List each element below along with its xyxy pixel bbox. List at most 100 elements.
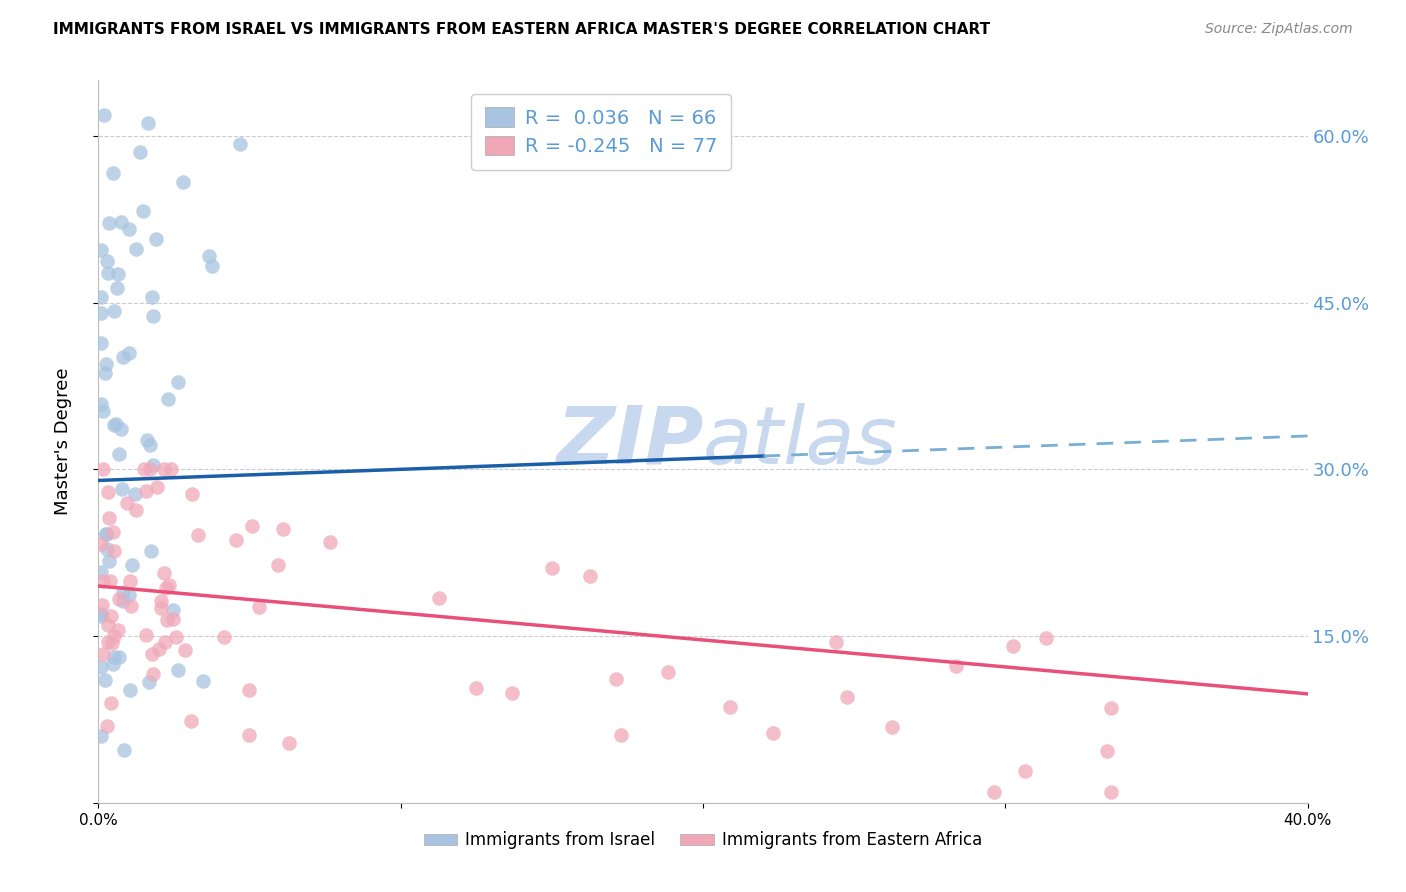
- Point: [427, 591, 450, 605]
- Point: [94, 673, 117, 687]
- Text: IMMIGRANTS FROM ISRAEL VS IMMIGRANTS FROM EASTERN AFRICA MASTER'S DEGREE CORRELA: IMMIGRANTS FROM ISRAEL VS IMMIGRANTS FRO…: [53, 22, 991, 37]
- Point: [238, 683, 260, 698]
- Point: [201, 260, 224, 274]
- Point: [103, 629, 125, 643]
- Point: [107, 650, 129, 665]
- Point: [191, 673, 214, 688]
- Point: [107, 623, 129, 637]
- Point: [761, 725, 783, 739]
- Point: [111, 593, 134, 607]
- Point: [238, 728, 260, 742]
- Point: [118, 574, 141, 588]
- Point: [1095, 744, 1118, 758]
- Point: [540, 561, 562, 575]
- Point: [125, 503, 148, 517]
- Point: [1002, 639, 1025, 653]
- Point: [165, 630, 187, 644]
- Point: [90, 290, 112, 304]
- Point: [136, 433, 159, 447]
- Point: [91, 403, 114, 417]
- Point: [172, 175, 194, 189]
- Point: [117, 496, 139, 510]
- Point: [605, 672, 627, 686]
- Point: [271, 522, 294, 536]
- Point: [464, 681, 486, 696]
- Point: [118, 346, 141, 360]
- Point: [835, 690, 858, 705]
- Point: [318, 534, 340, 549]
- Point: [501, 686, 523, 700]
- Point: [167, 663, 190, 677]
- Point: [112, 743, 135, 757]
- Point: [142, 458, 165, 472]
- Point: [159, 462, 181, 476]
- Point: [90, 306, 112, 320]
- Point: [108, 447, 131, 461]
- Point: [97, 634, 120, 648]
- Point: [173, 642, 195, 657]
- Point: [145, 232, 167, 246]
- Point: [187, 528, 209, 542]
- Point: [150, 594, 173, 608]
- Point: [97, 216, 120, 230]
- Point: [882, 720, 904, 734]
- Point: [278, 736, 301, 750]
- Point: [100, 609, 122, 624]
- Point: [145, 480, 167, 494]
- Point: [90, 336, 112, 351]
- Point: [156, 392, 179, 406]
- Text: atlas: atlas: [703, 402, 898, 481]
- Point: [110, 422, 132, 436]
- Point: [103, 304, 125, 318]
- Point: [162, 612, 184, 626]
- Point: [125, 242, 148, 256]
- Y-axis label: Master's Degree: Master's Degree: [53, 368, 72, 516]
- Point: [945, 659, 967, 673]
- Point: [90, 397, 112, 411]
- Point: [180, 714, 202, 729]
- Text: Source: ZipAtlas.com: Source: ZipAtlas.com: [1205, 22, 1353, 37]
- Point: [824, 635, 846, 649]
- Point: [120, 599, 142, 614]
- Point: [94, 357, 117, 371]
- Point: [135, 484, 157, 499]
- Point: [1014, 764, 1036, 779]
- Point: [93, 108, 115, 122]
- Point: [105, 280, 128, 294]
- Point: [121, 558, 143, 572]
- Point: [267, 558, 290, 573]
- Point: [96, 541, 118, 556]
- Point: [104, 417, 127, 432]
- Point: [136, 116, 159, 130]
- Point: [162, 603, 184, 617]
- Point: [90, 607, 112, 621]
- Point: [141, 543, 163, 558]
- Point: [111, 482, 134, 496]
- Point: [124, 487, 146, 501]
- Point: [96, 484, 118, 499]
- Point: [94, 527, 117, 541]
- Point: [138, 674, 160, 689]
- Point: [135, 628, 157, 642]
- Point: [156, 613, 179, 627]
- Point: [129, 145, 152, 159]
- Point: [149, 601, 172, 615]
- Point: [228, 136, 250, 151]
- Point: [103, 418, 125, 433]
- Point: [132, 462, 155, 476]
- Point: [132, 204, 155, 219]
- Point: [97, 511, 120, 525]
- Point: [247, 600, 270, 615]
- Point: [155, 635, 177, 649]
- Point: [97, 617, 120, 632]
- Point: [139, 462, 162, 476]
- Point: [111, 350, 134, 364]
- Point: [101, 657, 124, 671]
- Point: [142, 309, 165, 323]
- Point: [90, 660, 112, 674]
- Point: [91, 599, 114, 613]
- Point: [96, 254, 118, 268]
- Point: [225, 533, 247, 547]
- Point: [103, 649, 125, 664]
- Point: [148, 641, 170, 656]
